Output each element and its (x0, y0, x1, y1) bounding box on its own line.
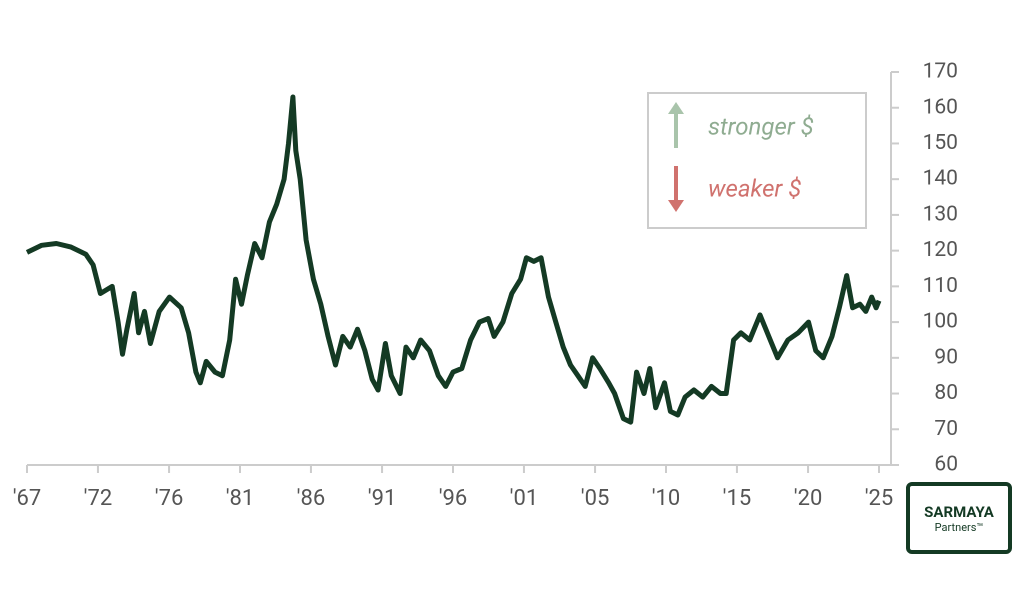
x-tick-label: '20 (794, 486, 823, 511)
x-tick-label: '15 (723, 486, 752, 511)
x-tick-label: '86 (297, 486, 326, 511)
x-tick-label: '25 (865, 486, 894, 511)
y-tick-label: 110 (923, 274, 958, 298)
x-tick-label: '01 (510, 486, 539, 511)
y-tick-label: 100 (923, 310, 958, 334)
y-tick-label: 130 (923, 202, 958, 226)
data-line (25, 94, 882, 425)
annotation: weaker $ (708, 174, 801, 202)
x-tick-label: '72 (84, 486, 113, 511)
annotation: stronger $ (708, 112, 814, 140)
x-tick-label: '05 (581, 486, 610, 511)
y-tick-label: 90 (934, 345, 958, 369)
x-tick-label: '10 (652, 486, 681, 511)
y-tick-label: 70 (934, 417, 958, 441)
legend-box (647, 92, 867, 229)
y-tick-label: 60 (934, 453, 958, 477)
x-tick-label: '67 (13, 486, 42, 511)
y-tick-label: 80 (934, 381, 958, 405)
x-tick-label: '81 (226, 486, 255, 511)
x-tick-label: '96 (439, 486, 468, 511)
logo-tagline: Partners™ (935, 521, 984, 534)
x-tick-label: '91 (368, 486, 397, 511)
logo-box (906, 482, 1012, 554)
y-tick-label: 140 (923, 167, 958, 191)
logo-name: SARMAYA (924, 503, 995, 521)
y-tick-label: 150 (923, 131, 958, 155)
y-tick-label: 120 (923, 238, 958, 262)
y-tick-label: 170 (923, 60, 958, 84)
x-tick-label: '76 (155, 486, 184, 511)
y-tick-label: 160 (923, 95, 958, 119)
down-arrow-head (668, 200, 684, 212)
up-arrow-head (668, 102, 684, 114)
